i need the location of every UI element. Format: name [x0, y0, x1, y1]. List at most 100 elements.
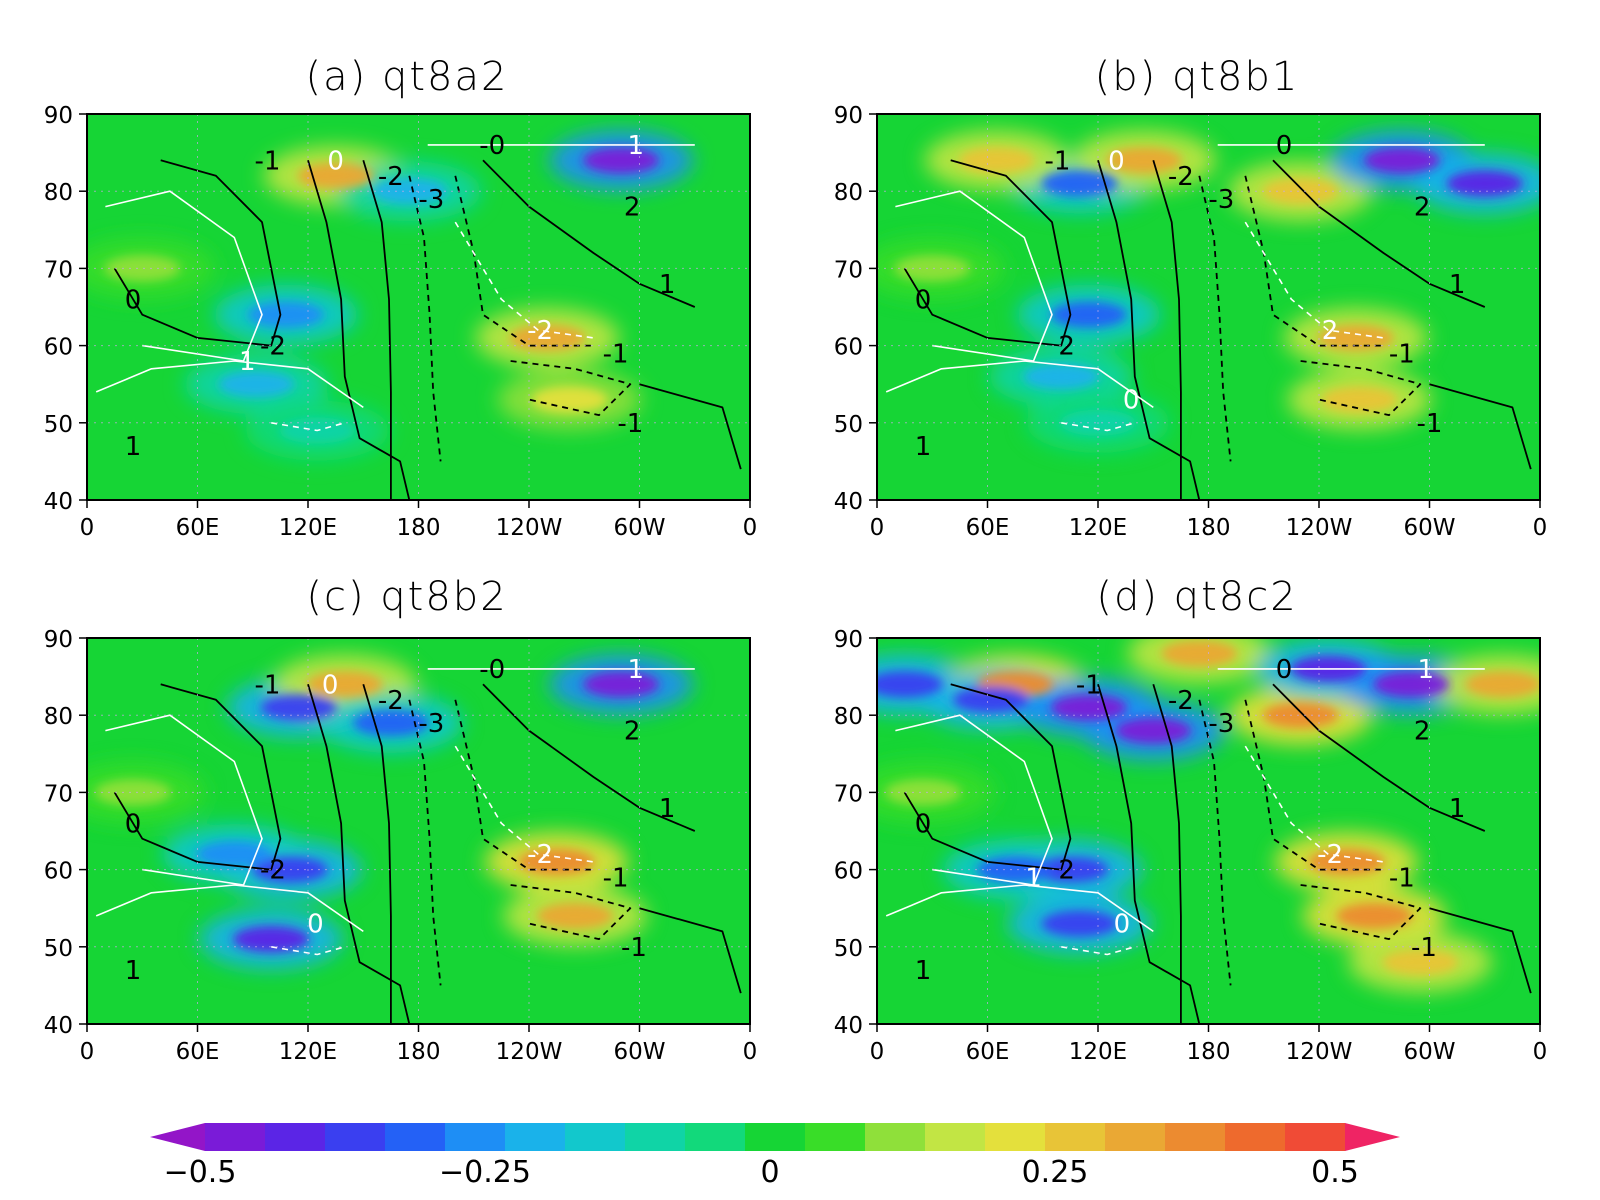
contour-line — [1429, 383, 1532, 470]
x-tick-label: 60E — [966, 515, 1010, 541]
y-tick-label: 40 — [44, 1013, 73, 1039]
x-tick-label: 60W — [1403, 515, 1455, 541]
contour-label: 0 — [1123, 386, 1140, 416]
colorbar-tick-label: 0.25 — [1022, 1155, 1089, 1190]
contour-label: 1 — [659, 270, 676, 300]
x-tick-label: 0 — [1533, 515, 1548, 541]
anomaly-core — [1115, 717, 1192, 744]
colorbar-arrow-high — [1345, 1123, 1400, 1151]
y-tick-label: 70 — [834, 257, 863, 283]
contour-label: 1 — [915, 956, 932, 986]
contour-line — [454, 745, 594, 863]
contour-label: 0 — [125, 809, 142, 839]
anomaly-core — [1050, 694, 1127, 721]
anomaly-core — [1041, 170, 1118, 197]
contour-label: -3 — [418, 709, 444, 739]
colorbar-tick-label: 0 — [760, 1155, 779, 1190]
y-tick-label: 40 — [834, 489, 863, 515]
contour-line — [1061, 946, 1136, 956]
contour-lines — [885, 668, 1532, 1024]
y-tick-label: 80 — [44, 704, 73, 730]
contour-line — [482, 159, 696, 308]
y-tick-label: 70 — [44, 257, 73, 283]
anomaly-core — [104, 255, 181, 282]
anomaly-core — [1106, 147, 1183, 174]
contour-label: 2 — [624, 193, 641, 223]
contour-line — [1300, 884, 1422, 940]
contour-label: -2 — [378, 686, 404, 716]
contour-label: 1 — [628, 131, 645, 161]
contour-label: 0 — [1114, 910, 1131, 940]
x-tick-label: 60E — [966, 1039, 1010, 1065]
y-tick-label: 50 — [834, 412, 863, 438]
contour-label: -3 — [1208, 185, 1234, 215]
x-tick-label: 120W — [1286, 515, 1353, 541]
contour-label: -1 — [603, 339, 629, 369]
contour-label: 1 — [1025, 863, 1042, 893]
contour-label: 2 — [624, 717, 641, 747]
anomaly-core — [1308, 848, 1385, 875]
contour-line — [1272, 159, 1486, 308]
colorbar-box — [925, 1123, 986, 1151]
anomaly-core — [1465, 671, 1540, 698]
colorbar-box — [505, 1123, 566, 1151]
y-tick-label: 60 — [834, 335, 863, 361]
contour-label: -1 — [1045, 146, 1071, 176]
panel-title: (c) qt8b2 — [306, 574, 507, 620]
x-tick-label: 60E — [176, 1039, 220, 1065]
contour-label: -3 — [418, 185, 444, 215]
contour-label: -2 — [260, 856, 286, 886]
x-tick-label: 60W — [613, 1039, 665, 1065]
colorbar: −0.5 −0.25 0 0.25 0.5 — [150, 1123, 1400, 1190]
contour-label: -2 — [527, 316, 553, 346]
x-tick-label: 60E — [176, 515, 220, 541]
anomaly-core — [1041, 910, 1118, 937]
contour-line — [903, 159, 1072, 347]
contour-label: -1 — [255, 146, 281, 176]
anomaly-cores — [104, 147, 660, 444]
x-tick-label: 120E — [279, 1039, 337, 1065]
contour-label: 0 — [125, 285, 142, 315]
colorbar-arrow-low — [150, 1123, 205, 1151]
anomaly-core — [352, 709, 429, 736]
contour-line — [510, 360, 632, 416]
anomaly-core — [583, 147, 660, 174]
colorbar-box — [1225, 1123, 1286, 1151]
contour-line — [1097, 160, 1201, 500]
contour-line — [307, 160, 411, 500]
x-tick-label: 120E — [279, 515, 337, 541]
anomaly-core — [1336, 902, 1413, 929]
x-tick-label: 0 — [1533, 1039, 1548, 1065]
contour-label: -2 — [378, 162, 404, 192]
x-tick-label: 0 — [80, 515, 95, 541]
anomaly-cores — [877, 640, 1540, 976]
contour-label: 1 — [1449, 794, 1466, 824]
colorbar-box — [745, 1123, 806, 1151]
anomaly-core — [1161, 640, 1238, 667]
contour-line — [1061, 422, 1136, 432]
anomaly-core — [885, 779, 962, 806]
y-tick-label: 40 — [44, 489, 73, 515]
contour-line — [639, 907, 742, 994]
contour-label: -3 — [1208, 709, 1234, 739]
colorbar-box — [1045, 1123, 1106, 1151]
anomaly-core — [1382, 949, 1459, 976]
panel-title: (b) qt8b1 — [1095, 54, 1300, 100]
anomaly-core — [953, 686, 1030, 713]
x-tick-label: 60W — [613, 515, 665, 541]
contour-line — [271, 422, 346, 432]
x-tick-label: 0 — [870, 1039, 885, 1065]
contour-label: 0 — [915, 285, 932, 315]
gridlines — [877, 114, 1540, 500]
y-tick-label: 90 — [44, 627, 73, 653]
plot-area: -1 0 -2 -3 0 2 1 0 2 0 2 -1 -1 1 — [877, 114, 1540, 500]
contour-label: 1 — [125, 956, 142, 986]
contour-label: -1 — [603, 863, 629, 893]
contour-line — [95, 884, 364, 933]
colorbar-box — [385, 1123, 446, 1151]
anomaly-core — [531, 386, 608, 413]
contour-label: 0 — [1276, 655, 1293, 685]
